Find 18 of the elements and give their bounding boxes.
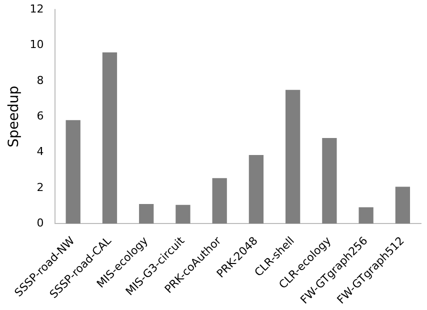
y-tick-label: 0 [36, 216, 44, 230]
bar [176, 204, 190, 224]
y-tick-label: 6 [36, 109, 44, 122]
bar [212, 178, 227, 224]
y-tick-label: 8 [36, 74, 44, 87]
y-tick-label: 4 [36, 145, 44, 158]
bar [322, 138, 337, 224]
y-tick-label: 2 [36, 180, 44, 194]
bar [248, 154, 264, 224]
bar [286, 90, 300, 224]
y-axis-title: Speedup [6, 86, 22, 148]
y-tick-label: 12 [30, 2, 44, 16]
bar [395, 186, 410, 224]
bar [66, 120, 80, 224]
bar [358, 207, 374, 224]
bar [139, 204, 154, 224]
bar [102, 52, 118, 224]
y-tick-label: 10 [30, 38, 44, 52]
